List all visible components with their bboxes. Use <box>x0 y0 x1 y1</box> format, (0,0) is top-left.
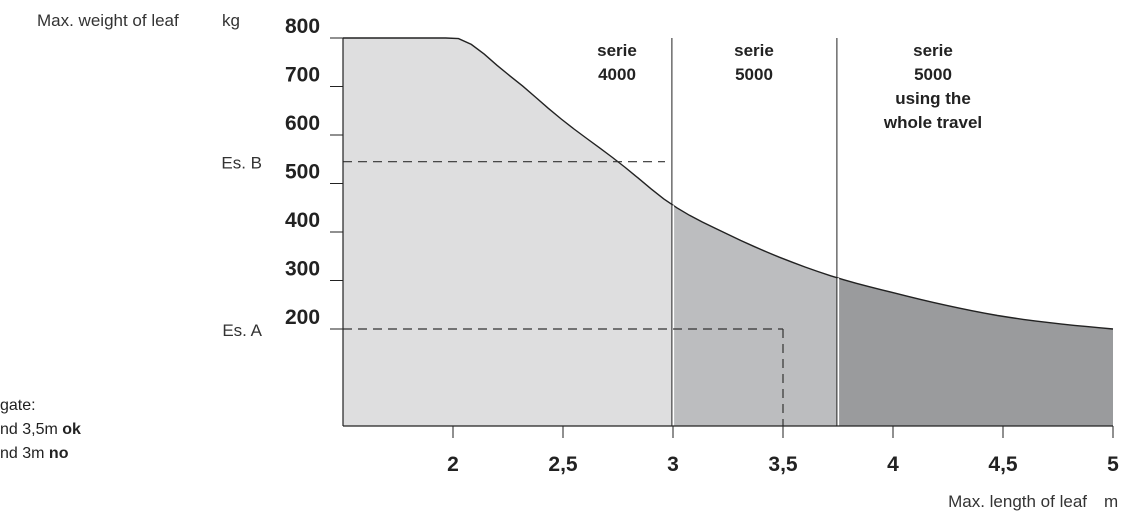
x-axis-unit: m <box>1104 492 1118 511</box>
note-text-0: gate: <box>0 397 36 414</box>
y-tick-label-5: 700 <box>285 64 320 87</box>
y-tick-label-3: 500 <box>285 161 320 184</box>
example-label-1: Es. B <box>221 154 262 173</box>
y-tick-label-1: 300 <box>285 258 320 281</box>
series-label-2-line-0: serie <box>913 41 953 60</box>
limit-curve-group <box>343 37 1114 330</box>
note-text-1: nd 3,5m <box>0 421 62 438</box>
series-label-0-line-0: serie <box>597 41 637 60</box>
note-verdict-2: no <box>49 445 69 462</box>
region-0 <box>343 38 673 426</box>
note-text-2: nd 3m <box>0 445 49 462</box>
x-tick-label-4: 4 <box>887 453 899 476</box>
y-tick-label-2: 400 <box>285 209 320 232</box>
y-tick-label-0: 200 <box>285 306 320 329</box>
limit-curve <box>343 37 1114 330</box>
y-tick-labels: 200 300 400 500 600 700 800 <box>285 15 343 330</box>
example-guides: Es. A Es. B <box>221 154 784 426</box>
x-tick-label-5: 4,5 <box>988 453 1018 476</box>
region-1 <box>673 205 838 426</box>
x-tick-label-0: 2 <box>447 453 459 476</box>
series-label-0-line-1: 4000 <box>598 65 636 84</box>
y-axis-unit: kg <box>222 11 240 30</box>
note-line-1: nd 3,5m ok <box>0 421 81 438</box>
example-label-0: Es. A <box>222 321 262 340</box>
series-label-2-line-3: whole travel <box>883 113 982 132</box>
note-line-0: gate: <box>0 397 36 414</box>
example-notes: gate: nd 3,5m ok nd 3m no <box>0 397 81 462</box>
x-tick-labels: 2 2,5 3 3,5 4 4,5 5 <box>447 426 1119 476</box>
y-tick-label-4: 600 <box>285 112 320 135</box>
region-2 <box>838 278 1113 426</box>
series-dividers <box>671 38 840 426</box>
series-label-1-line-1: 5000 <box>735 65 773 84</box>
series-label-1-line-0: serie <box>734 41 774 60</box>
series-label-2-line-2: using the <box>895 89 971 108</box>
chart-areas <box>343 38 1113 426</box>
note-line-2: nd 3m no <box>0 445 69 462</box>
x-axis-title: Max. length of leaf <box>948 492 1087 511</box>
series-label-2-line-1: 5000 <box>914 65 952 84</box>
x-tick-label-1: 2,5 <box>548 453 578 476</box>
y-axis-title: Max. weight of leaf <box>37 11 179 30</box>
x-tick-label-3: 3,5 <box>768 453 798 476</box>
x-tick-label-2: 3 <box>667 453 679 476</box>
series-labels: serie 4000 serie 5000 serie 5000 using the whol… <box>597 41 982 132</box>
y-tick-label-6: 800 <box>285 15 320 38</box>
x-tick-label-6: 5 <box>1107 453 1119 476</box>
note-verdict-1: ok <box>62 421 81 438</box>
